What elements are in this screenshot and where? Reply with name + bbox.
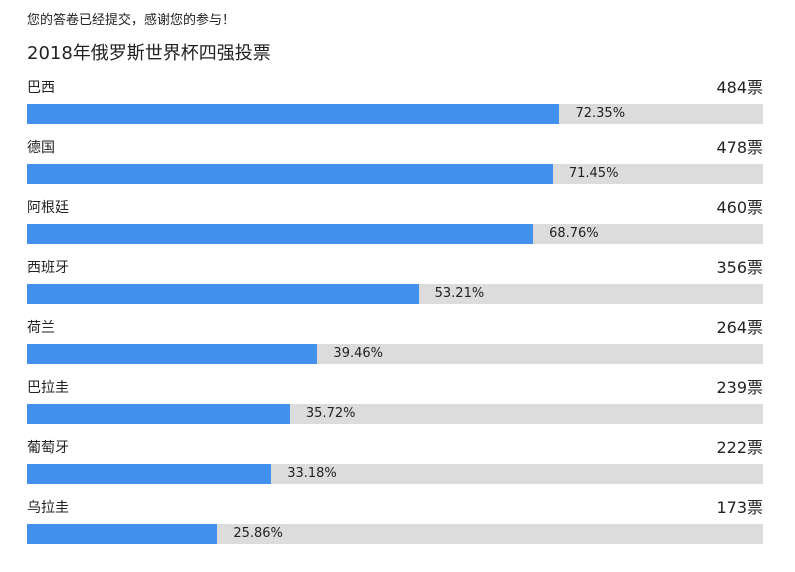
bar-track: 35.72% [27, 404, 763, 424]
bar-fill [27, 104, 560, 124]
option-vote-count: 264票 [716, 318, 763, 337]
bar-track: 25.86% [27, 524, 763, 544]
bar-percent-label: 35.72% [305, 406, 356, 421]
option-vote-count: 484票 [716, 78, 763, 97]
option-header: 德国 478票 [27, 138, 763, 164]
option-vote-count: 478票 [716, 138, 763, 157]
bar-percent-label: 71.45% [568, 166, 619, 181]
option-vote-count: 222票 [716, 438, 763, 457]
option-name: 荷兰 [27, 320, 55, 336]
option-vote-count: 356票 [716, 258, 763, 277]
option-row: 荷兰 264票 39.46% [27, 318, 763, 378]
bar-fill [27, 524, 218, 544]
bar-track: 53.21% [27, 284, 763, 304]
option-header: 巴西 484票 [27, 78, 763, 104]
bar-fill [27, 344, 318, 364]
option-name: 西班牙 [27, 260, 69, 276]
option-name: 乌拉圭 [27, 500, 69, 516]
option-name: 德国 [27, 140, 55, 156]
bar-fill [27, 464, 272, 484]
option-row: 巴拉圭 239票 35.72% [27, 378, 763, 438]
poll-title: 2018年俄罗斯世界杯四强投票 [27, 43, 271, 64]
option-name: 葡萄牙 [27, 440, 69, 456]
bar-percent-label: 39.46% [333, 346, 383, 361]
option-name: 巴拉圭 [27, 380, 69, 396]
option-row: 乌拉圭 173票 25.86% [27, 498, 763, 558]
poll-results: 巴西 484票 72.35% 德国 478票 71.45% 阿根廷 460票 68.76% 西班牙… [27, 78, 763, 558]
bar-percent-label: 68.76% [549, 226, 599, 241]
bar-fill [27, 224, 534, 244]
option-row: 阿根廷 460票 68.76% [27, 198, 763, 258]
bar-percent-label: 25.86% [233, 526, 283, 541]
option-header: 巴拉圭 239票 [27, 378, 763, 404]
option-row: 巴西 484票 72.35% [27, 78, 763, 138]
option-row: 西班牙 356票 53.21% [27, 258, 763, 318]
option-name: 巴西 [27, 80, 55, 96]
option-vote-count: 460票 [716, 198, 763, 217]
bar-track: 33.18% [27, 464, 763, 484]
bar-percent-label: 33.18% [287, 466, 337, 481]
option-header: 西班牙 356票 [27, 258, 763, 284]
option-header: 荷兰 264票 [27, 318, 763, 344]
bar-percent-label: 72.35% [575, 106, 626, 121]
option-vote-count: 239票 [716, 378, 763, 397]
submission-notice: 您的答卷已经提交，感谢您的参与！ [27, 13, 236, 28]
bar-percent-label: 53.21% [434, 286, 485, 301]
bar-track: 72.35% [27, 104, 763, 124]
option-row: 德国 478票 71.45% [27, 138, 763, 198]
option-name: 阿根廷 [27, 200, 69, 216]
bar-track: 39.46% [27, 344, 763, 364]
option-header: 阿根廷 460票 [27, 198, 763, 224]
bar-fill [27, 404, 290, 424]
option-row: 葡萄牙 222票 33.18% [27, 438, 763, 498]
option-vote-count: 173票 [716, 498, 763, 517]
bar-track: 68.76% [27, 224, 763, 244]
option-header: 乌拉圭 173票 [27, 498, 763, 524]
option-header: 葡萄牙 222票 [27, 438, 763, 464]
bar-fill [27, 164, 553, 184]
bar-track: 71.45% [27, 164, 763, 184]
bar-fill [27, 284, 419, 304]
